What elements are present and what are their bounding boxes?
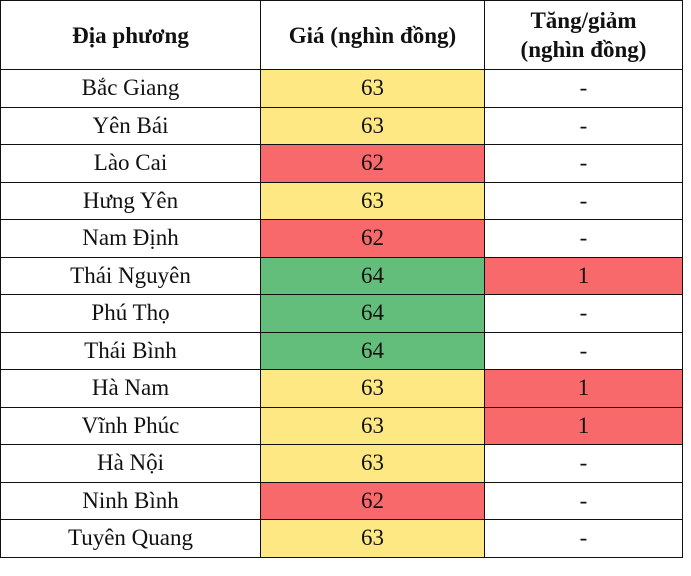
change-cell: 1 <box>484 256 683 295</box>
table-row: Yên Bái 63- <box>0 106 683 145</box>
table-row: Thái Nguyên 64 1 <box>0 256 683 295</box>
place-cell: Vĩnh Phúc <box>0 406 261 445</box>
price-cell: 64 <box>260 294 485 333</box>
change-cell: - <box>484 519 683 558</box>
place-cell: Thái Nguyên <box>0 256 261 295</box>
change-cell: - <box>484 481 683 520</box>
table-row: Phú Thọ 64- <box>0 294 683 333</box>
place-cell: Lào Cai <box>0 144 261 183</box>
change-cell: - <box>484 331 683 370</box>
change-cell: - <box>484 219 683 258</box>
table-row: Hà Nội 63- <box>0 444 683 483</box>
table-row: Hà Nam 63 1 <box>0 369 683 408</box>
header-change: Tăng/giảm (nghìn đồng) <box>484 0 683 70</box>
header-row: Địa phương Giá (nghìn đồng) Tăng/giảm (n… <box>0 0 683 70</box>
price-cell: 62 <box>260 144 485 183</box>
header-location: Địa phương <box>0 0 261 70</box>
table-row: Nam Định 62- <box>0 219 683 258</box>
place-cell: Yên Bái <box>0 106 261 145</box>
change-cell: 1 <box>484 406 683 445</box>
place-cell: Hưng Yên <box>0 181 261 220</box>
price-cell: 63 <box>260 69 485 108</box>
price-cell: 63 <box>260 181 485 220</box>
change-cell: - <box>484 444 683 483</box>
price-table: Địa phương Giá (nghìn đồng) Tăng/giảm (n… <box>0 0 683 558</box>
header-price: Giá (nghìn đồng) <box>260 0 485 70</box>
table-row: Bắc Giang 63- <box>0 69 683 108</box>
price-cell: 64 <box>260 256 485 295</box>
change-cell: - <box>484 144 683 183</box>
place-cell: Nam Định <box>0 219 261 258</box>
place-cell: Hà Nội <box>0 444 261 483</box>
price-cell: 63 <box>260 406 485 445</box>
price-cell: 62 <box>260 481 485 520</box>
price-cell: 63 <box>260 369 485 408</box>
table-row: Vĩnh Phúc 63 1 <box>0 406 683 445</box>
place-cell: Bắc Giang <box>0 69 261 108</box>
price-cell: 63 <box>260 444 485 483</box>
table-row: Lào Cai 62- <box>0 144 683 183</box>
place-cell: Hà Nam <box>0 369 261 408</box>
change-cell: - <box>484 181 683 220</box>
table-row: Ninh Bình 62- <box>0 481 683 520</box>
table-row: Hưng Yên 63- <box>0 181 683 220</box>
price-cell: 63 <box>260 519 485 558</box>
change-cell: - <box>484 106 683 145</box>
change-cell: - <box>484 69 683 108</box>
place-cell: Thái Bình <box>0 331 261 370</box>
table-row: Tuyên Quang 63- <box>0 519 683 558</box>
change-cell: 1 <box>484 369 683 408</box>
table-row: Thái Bình 64- <box>0 331 683 370</box>
change-cell: - <box>484 294 683 333</box>
price-cell: 63 <box>260 106 485 145</box>
price-cell: 62 <box>260 219 485 258</box>
place-cell: Tuyên Quang <box>0 519 261 558</box>
place-cell: Phú Thọ <box>0 294 261 333</box>
price-cell: 64 <box>260 331 485 370</box>
place-cell: Ninh Bình <box>0 481 261 520</box>
